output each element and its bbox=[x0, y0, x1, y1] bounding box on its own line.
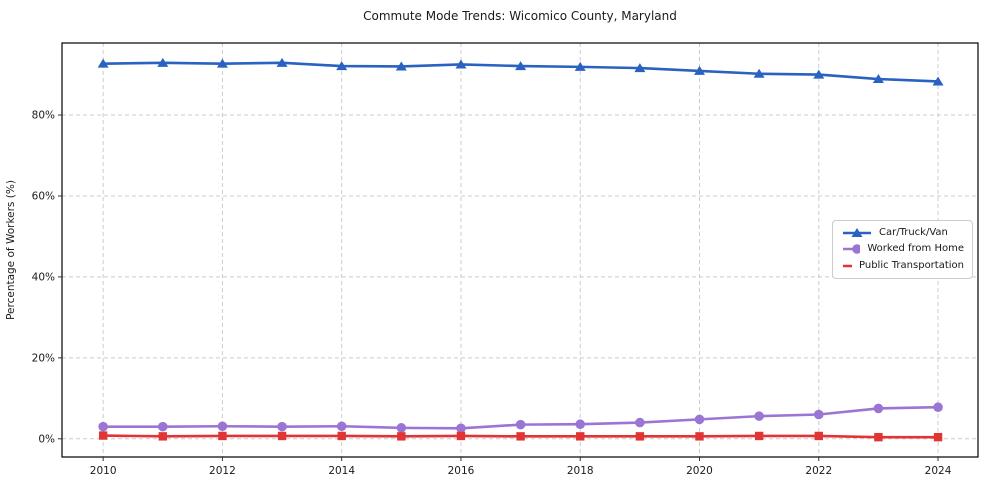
series-marker-public-transportation bbox=[516, 432, 525, 441]
legend-label: Car/Truck/Van bbox=[879, 227, 948, 239]
y-tick-label: 0% bbox=[38, 433, 55, 445]
legend-entry-car-truck-van: Car/Truck/Van bbox=[842, 227, 964, 239]
series-marker-car-truck-van bbox=[753, 68, 765, 78]
legend-label: Public Transportation bbox=[859, 259, 964, 271]
series-marker-car-truck-van bbox=[276, 57, 288, 67]
series-public-transportation bbox=[98, 431, 943, 442]
y-tick-label: 60% bbox=[32, 190, 55, 202]
series-marker-car-truck-van bbox=[932, 76, 944, 86]
series-marker-worked-from-home bbox=[873, 403, 884, 414]
series-marker-car-truck-van bbox=[872, 74, 884, 84]
legend-entry-worked-from-home: Worked from Home bbox=[842, 243, 964, 255]
legend-entry-public-transportation: Public Transportation bbox=[842, 260, 964, 272]
series-marker-public-transportation bbox=[754, 431, 764, 441]
series-marker-car-truck-van bbox=[515, 61, 527, 71]
y-tick-label: 40% bbox=[32, 271, 55, 283]
series-marker-public-transportation bbox=[277, 431, 287, 441]
series-marker-car-truck-van bbox=[455, 59, 467, 69]
series-marker-public-transportation bbox=[933, 432, 943, 442]
series-marker-public-transportation bbox=[814, 431, 823, 441]
series-marker-worked-from-home bbox=[396, 423, 407, 433]
series-marker-public-transportation bbox=[695, 432, 704, 441]
x-tick-label: 2014 bbox=[328, 465, 355, 477]
series-marker-worked-from-home bbox=[277, 421, 287, 432]
chart-title: Commute Mode Trends: Wicomico County, Ma… bbox=[363, 9, 677, 23]
series-marker-car-truck-van bbox=[813, 69, 825, 79]
series-marker-worked-from-home bbox=[98, 421, 108, 432]
series-marker-worked-from-home bbox=[515, 419, 526, 430]
x-tick-label: 2024 bbox=[925, 465, 952, 477]
series-marker-public-transportation bbox=[576, 432, 585, 441]
x-tick-label: 2022 bbox=[805, 465, 832, 477]
legend-square-icon bbox=[843, 264, 853, 268]
legend-circle-icon bbox=[843, 244, 861, 255]
plot-border bbox=[61, 42, 979, 458]
series-marker-worked-from-home bbox=[336, 421, 347, 432]
x-tick-label: 2018 bbox=[567, 465, 594, 477]
x-tick-label: 2012 bbox=[209, 465, 236, 477]
y-tick-label: 20% bbox=[32, 352, 55, 364]
series-marker-car-truck-van bbox=[157, 57, 169, 67]
series-marker-public-transportation bbox=[635, 432, 645, 441]
series-marker-worked-from-home bbox=[456, 423, 466, 434]
legend: Car/Truck/Van Worked from Home Public Tran… bbox=[832, 220, 973, 279]
series-marker-worked-from-home bbox=[575, 419, 586, 430]
series-marker-car-truck-van bbox=[97, 58, 109, 68]
series-marker-worked-from-home bbox=[933, 402, 943, 413]
series-marker-public-transportation bbox=[874, 432, 883, 442]
series-marker-car-truck-van bbox=[395, 61, 407, 71]
x-tick-label: 2016 bbox=[448, 465, 475, 477]
series-marker-public-transportation bbox=[456, 431, 466, 441]
series-marker-worked-from-home bbox=[635, 417, 645, 428]
y-tick-label: 80% bbox=[32, 110, 55, 122]
legend-label: Worked from Home bbox=[867, 243, 964, 255]
series-marker-car-truck-van bbox=[216, 58, 228, 68]
series-marker-worked-from-home bbox=[813, 409, 824, 420]
x-tick-label: 2010 bbox=[90, 465, 117, 477]
series-marker-worked-from-home bbox=[157, 421, 168, 432]
series-marker-public-transportation bbox=[158, 432, 167, 441]
series-marker-car-truck-van bbox=[694, 65, 706, 75]
series-car-truck-van bbox=[97, 57, 944, 86]
series-marker-car-truck-van bbox=[634, 63, 646, 73]
series-marker-car-truck-van bbox=[574, 61, 586, 71]
series-marker-public-transportation bbox=[397, 432, 406, 441]
series-worked-from-home bbox=[98, 402, 943, 434]
series-marker-car-truck-van bbox=[336, 61, 348, 71]
series-marker-worked-from-home bbox=[754, 411, 764, 421]
x-tick-label: 2020 bbox=[686, 465, 713, 477]
series-marker-worked-from-home bbox=[217, 421, 228, 432]
legend-triangle-icon bbox=[843, 228, 871, 238]
series-marker-worked-from-home bbox=[694, 414, 705, 425]
series-marker-public-transportation bbox=[337, 431, 346, 441]
series-marker-public-transportation bbox=[98, 431, 108, 440]
series-marker-public-transportation bbox=[218, 431, 227, 441]
